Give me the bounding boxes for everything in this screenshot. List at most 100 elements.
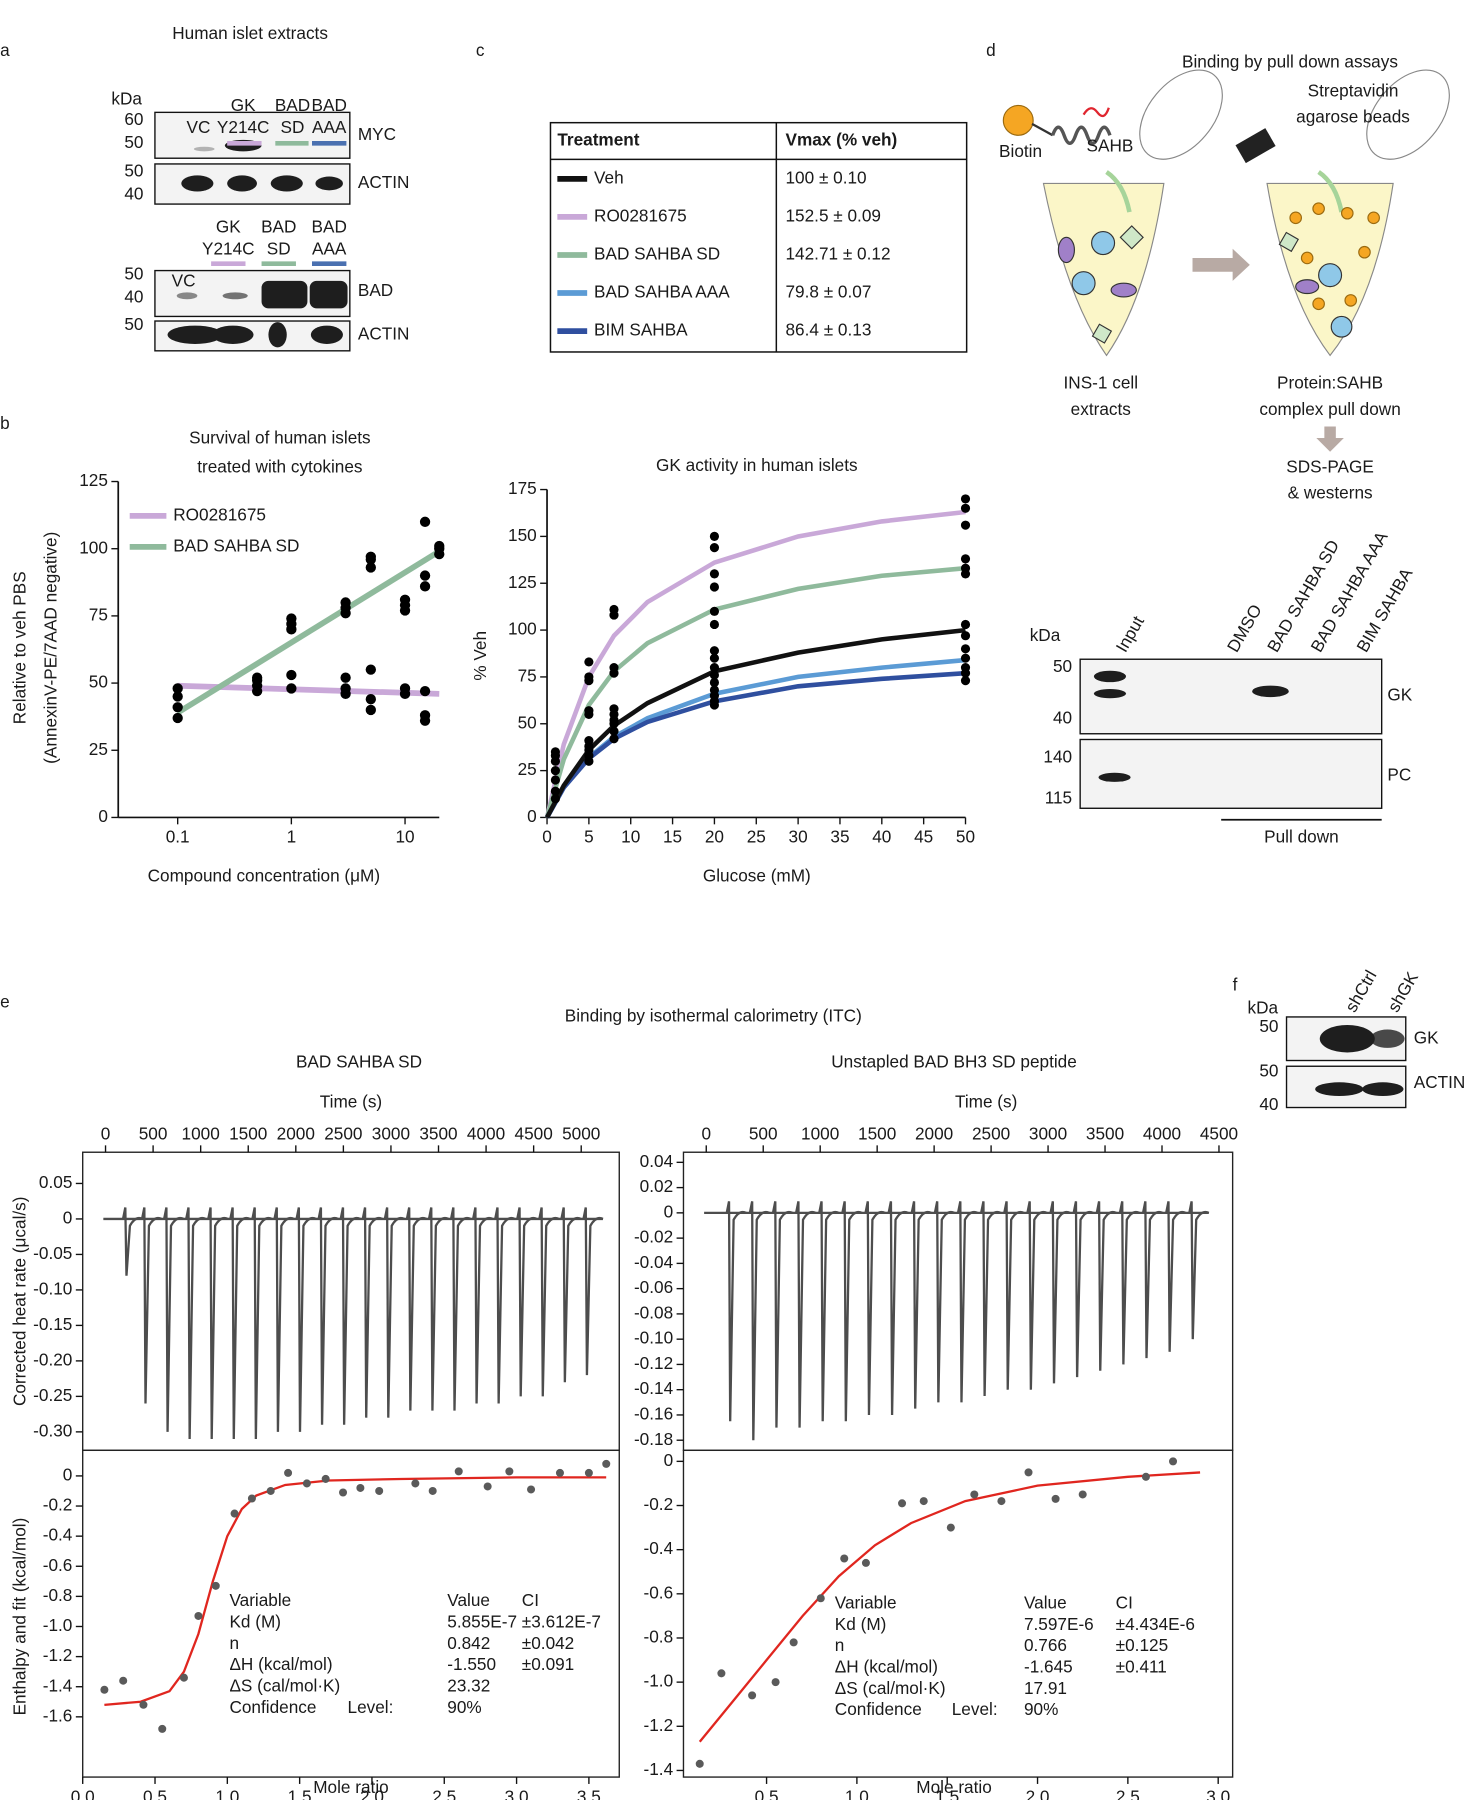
stats-text: -1.550 (447, 1654, 496, 1674)
injection-peak (361, 1207, 383, 1418)
beads (1289, 202, 1380, 311)
lane-label: VC (172, 271, 196, 291)
mw-marker: 50 (124, 132, 143, 152)
bead (1312, 202, 1325, 215)
table-header: Vmax (% veh) (786, 130, 898, 150)
data-point (550, 766, 560, 776)
data-point (139, 1700, 148, 1709)
band-label: MYC (358, 124, 396, 144)
x-axis-label: Compound concentration (μM) (148, 866, 380, 886)
y-tick-label: -0.10 (634, 1328, 673, 1348)
stats-text: 0.842 (447, 1633, 490, 1653)
injection-peak (317, 1207, 339, 1425)
arrow (1316, 426, 1344, 452)
stats-text: Confidence (835, 1699, 922, 1719)
stats-text: ±0.125 (1116, 1635, 1168, 1655)
y-tick-label: -0.30 (33, 1420, 72, 1440)
stats-text: 90% (447, 1697, 481, 1717)
injection-peak (887, 1201, 909, 1415)
band (1098, 772, 1131, 782)
band (1315, 1082, 1364, 1097)
band (193, 146, 215, 152)
row-value: 152.5 ± 0.09 (786, 205, 881, 225)
arrow (1317, 170, 1344, 213)
stats-text: Confidence (229, 1697, 316, 1717)
data-point (194, 1611, 203, 1620)
band-label: GK (1414, 1027, 1439, 1047)
stats-text: ΔS (cal/mol·K) (835, 1678, 946, 1698)
stats-text: ΔH (kcal/mol) (835, 1656, 938, 1676)
data-point (748, 1691, 757, 1700)
band (309, 280, 348, 309)
helix (1051, 125, 1112, 146)
plot-frame (82, 1151, 620, 1452)
band (176, 292, 198, 300)
y-tick-label: -0.2 (43, 1495, 73, 1515)
curve (545, 627, 966, 819)
data-point (172, 702, 183, 713)
y-tick-label: -0.18 (634, 1429, 673, 1449)
protein (1330, 315, 1353, 338)
injection-peak (121, 1207, 144, 1276)
x-tick-label: 0 (542, 827, 552, 847)
data-point (709, 685, 720, 695)
x-tick-label: 4000 (1143, 1124, 1181, 1144)
band-label: ACTIN (358, 172, 410, 192)
x-tick-label: 5 (584, 827, 594, 847)
data-point (960, 653, 971, 663)
data-point (419, 710, 431, 721)
data-point (709, 543, 720, 553)
data-point (709, 677, 720, 688)
pulldown-label: Pull down (1264, 827, 1339, 847)
chart-title: Survival of human islets (189, 428, 371, 448)
injection-peak (1049, 1201, 1071, 1384)
data-point (709, 606, 720, 616)
data-point (717, 1669, 726, 1678)
lane-label: SD (281, 117, 305, 137)
x-tick-label: 0 (701, 1124, 711, 1144)
y-tick-label: -0.15 (33, 1314, 72, 1334)
injection-peak (933, 1201, 955, 1403)
x-tick-label: 500 (139, 1124, 168, 1144)
x-tick-label: 35 (830, 827, 849, 847)
bead (1300, 251, 1314, 265)
y-tick-label: -0.12 (634, 1353, 673, 1373)
data-point (365, 694, 376, 705)
y-tick-label: -0.06 (634, 1277, 673, 1297)
data-point (365, 664, 376, 675)
row-name: RO0281675 (594, 205, 687, 225)
y-tick-label: -1.4 (644, 1759, 674, 1779)
bead-icon (1235, 128, 1276, 164)
band (1093, 670, 1127, 683)
stats-text: Variable (229, 1590, 291, 1610)
table-header: Treatment (557, 130, 639, 150)
stats-text: n (835, 1635, 845, 1655)
lane-label: shCtrl (1341, 967, 1381, 1016)
fit-curve (698, 1471, 1201, 1743)
chart-title: BAD SAHBA SD (296, 1051, 422, 1071)
y-tick-label: -0.04 (634, 1252, 674, 1272)
y-tick-label: 0 (98, 806, 108, 826)
data-point (230, 1509, 239, 1518)
lane-label: BAD (312, 217, 347, 237)
chart-title: treated with cytokines (197, 456, 362, 476)
band (181, 175, 214, 192)
data-point (211, 1581, 220, 1590)
injection-peak (295, 1207, 317, 1432)
lane-label: AAA (312, 238, 347, 258)
bead (1358, 245, 1371, 259)
lane-label: SD (267, 238, 291, 258)
pulldown-schematic (1002, 69, 1450, 821)
schematic-label: Protein:SAHB (1277, 373, 1383, 393)
x-tick-label: 2500 (972, 1124, 1010, 1144)
protein (1110, 282, 1137, 298)
y-tick-label: -0.05 (33, 1243, 72, 1263)
section-title: Binding by isothermal calorimetry (ITC) (565, 1005, 862, 1025)
stats-text: Level: (348, 1697, 394, 1717)
data-point (609, 704, 619, 714)
injection-peak (1003, 1201, 1025, 1390)
fit-line (176, 548, 441, 716)
data-point (1169, 1457, 1178, 1466)
